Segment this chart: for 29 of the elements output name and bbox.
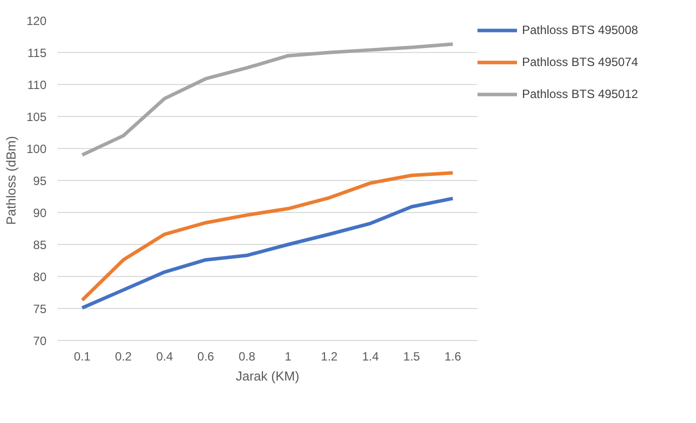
legend-label: Pathloss BTS 495008 <box>522 23 638 37</box>
x-tick-label: 1.5 <box>403 350 420 364</box>
x-tick-label: 0.6 <box>197 350 214 364</box>
x-tick-label: 0.1 <box>74 350 91 364</box>
x-tick-label: 1 <box>284 350 292 364</box>
x-tick-label: 1.4 <box>362 350 380 364</box>
x-tick-label: 0.4 <box>156 350 174 364</box>
y-tick-label: 110 <box>27 78 47 92</box>
y-tick-label: 100 <box>26 142 47 156</box>
x-tick-label: 1.6 <box>444 350 462 364</box>
y-tick-label: 75 <box>33 302 47 316</box>
line-series <box>80 171 455 302</box>
y-tick-label: 70 <box>33 334 47 348</box>
y-tick-label: 105 <box>26 110 47 124</box>
x-axis-title: Jarak (KM) <box>236 368 300 384</box>
legend-label: Pathloss BTS 495012 <box>522 87 638 101</box>
y-tick-label: 80 <box>33 270 47 284</box>
line-series <box>80 42 455 157</box>
line-series <box>80 196 455 310</box>
x-tick-label: 0.8 <box>238 350 256 364</box>
y-axis-title: Pathloss (dBm) <box>3 136 18 225</box>
x-tick-label: 0.2 <box>115 350 132 364</box>
y-tick-label: 115 <box>27 46 47 60</box>
y-tick-label: 95 <box>33 174 47 188</box>
y-tick-label: 85 <box>33 238 47 252</box>
y-tick-label: 90 <box>33 206 47 220</box>
y-tick-label: 120 <box>26 14 47 28</box>
x-tick-label: 1.2 <box>320 350 338 364</box>
legend-label: Pathloss BTS 495074 <box>522 55 638 69</box>
